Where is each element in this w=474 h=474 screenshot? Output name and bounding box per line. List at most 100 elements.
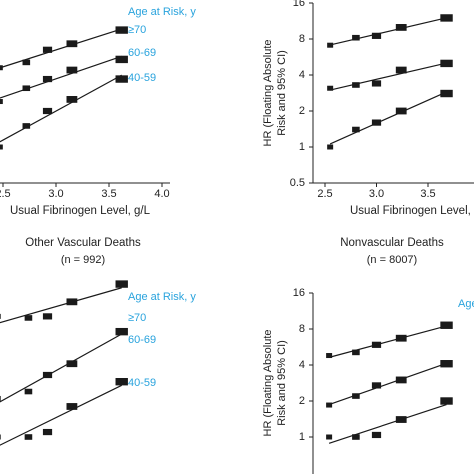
y-tick-label: 8 [299, 33, 305, 45]
point-marker [326, 402, 333, 408]
x-tick-label: 3.0 [48, 188, 63, 200]
point-marker [0, 65, 3, 71]
point-marker [42, 46, 53, 53]
point-marker [327, 144, 334, 150]
y-tick-label: 0.5 [290, 177, 305, 189]
point-marker [42, 75, 53, 83]
fit-line [0, 384, 122, 446]
point-marker [395, 376, 407, 384]
point-marker [0, 434, 1, 440]
point-marker [395, 107, 407, 115]
point-marker [440, 14, 453, 22]
point-marker [327, 85, 334, 91]
y-axis-label: Risk and 95% CI) [276, 340, 288, 426]
point-marker [326, 434, 333, 440]
point-marker [0, 99, 3, 105]
fit-line [330, 17, 447, 46]
fit-line [328, 362, 447, 406]
point-marker [352, 349, 360, 356]
point-marker [352, 434, 360, 440]
point-marker [371, 382, 382, 389]
point-marker [22, 59, 31, 66]
legend-label: 40-59 [128, 377, 156, 389]
point-marker [371, 32, 382, 39]
point-marker [115, 280, 128, 288]
point-marker [115, 26, 128, 34]
point-marker [352, 82, 360, 88]
point-marker [371, 80, 382, 87]
point-marker [0, 144, 3, 150]
point-marker [371, 341, 382, 348]
point-marker [115, 378, 128, 386]
point-marker [440, 321, 453, 329]
point-marker [115, 327, 128, 336]
legend-title: Age at Risk, y [128, 6, 196, 18]
fit-line [0, 287, 122, 324]
chart-subtitle: (n = 992) [61, 254, 105, 266]
point-marker [0, 395, 1, 401]
x-tick-label: 4.0 [154, 188, 169, 200]
point-marker [42, 107, 53, 115]
x-tick-label: 3.5 [101, 188, 116, 200]
y-tick-label: 1 [299, 431, 305, 443]
point-marker [440, 59, 453, 68]
point-marker [66, 360, 78, 368]
point-marker [66, 40, 78, 48]
y-tick-label: 16 [293, 0, 305, 9]
chart-title: Other Vascular Deaths [25, 237, 141, 249]
point-marker [24, 388, 33, 395]
point-marker [326, 353, 333, 359]
y-tick-label: 8 [299, 323, 305, 335]
legend-title: Age at Risk, y [128, 291, 196, 303]
point-marker [352, 393, 360, 399]
chart-title: Nonvascular Deaths [340, 237, 444, 249]
point-marker [352, 126, 360, 133]
chart-subtitle: (n = 8007) [367, 254, 417, 266]
x-tick-label: 3.0 [369, 188, 384, 200]
fit-line [328, 403, 447, 444]
point-marker [42, 371, 53, 379]
legend-label: 40-59 [128, 72, 156, 84]
legend-label: ≥70 [128, 24, 146, 36]
x-tick-label: 2.5 [317, 188, 332, 200]
fit-line [329, 91, 447, 145]
point-marker [371, 431, 382, 439]
point-marker [371, 119, 382, 126]
point-marker [395, 416, 407, 423]
fit-line [0, 28, 122, 69]
point-marker [440, 397, 453, 405]
point-marker [0, 313, 1, 319]
legend-label: 60-69 [128, 334, 156, 346]
y-tick-label: 4 [299, 69, 305, 81]
point-marker [42, 428, 53, 436]
legend-title: Age at Risk, y [458, 298, 474, 310]
fit-line [0, 333, 123, 403]
point-marker [395, 66, 407, 74]
y-tick-label: 16 [293, 287, 305, 299]
point-marker [22, 123, 31, 129]
y-tick-label: 4 [299, 359, 305, 371]
point-marker [66, 298, 78, 306]
point-marker [42, 313, 53, 320]
x-tick-label: 2.5 [0, 188, 11, 200]
fit-line [328, 325, 447, 358]
point-marker [440, 89, 453, 98]
point-marker [115, 55, 128, 64]
point-marker [395, 334, 407, 342]
legend-label: ≥70 [128, 312, 146, 324]
point-marker [352, 34, 360, 41]
y-axis-label: HR (Floating Absolute [262, 40, 274, 147]
x-tick-label: 3.5 [420, 188, 435, 200]
fit-line [330, 62, 447, 91]
x-axis-label: Usual Fibrinogen Level, g/L [350, 205, 474, 217]
x-axis-label: Usual Fibrinogen Level, g/L [10, 205, 151, 217]
y-tick-label: 1 [299, 141, 305, 153]
y-axis-label: HR (Floating Absolute [262, 330, 274, 437]
fit-line [0, 55, 122, 99]
point-marker [395, 24, 407, 31]
point-marker [115, 75, 128, 83]
legend-label: 60-69 [128, 47, 156, 59]
point-marker [440, 360, 453, 368]
point-marker [24, 434, 33, 440]
